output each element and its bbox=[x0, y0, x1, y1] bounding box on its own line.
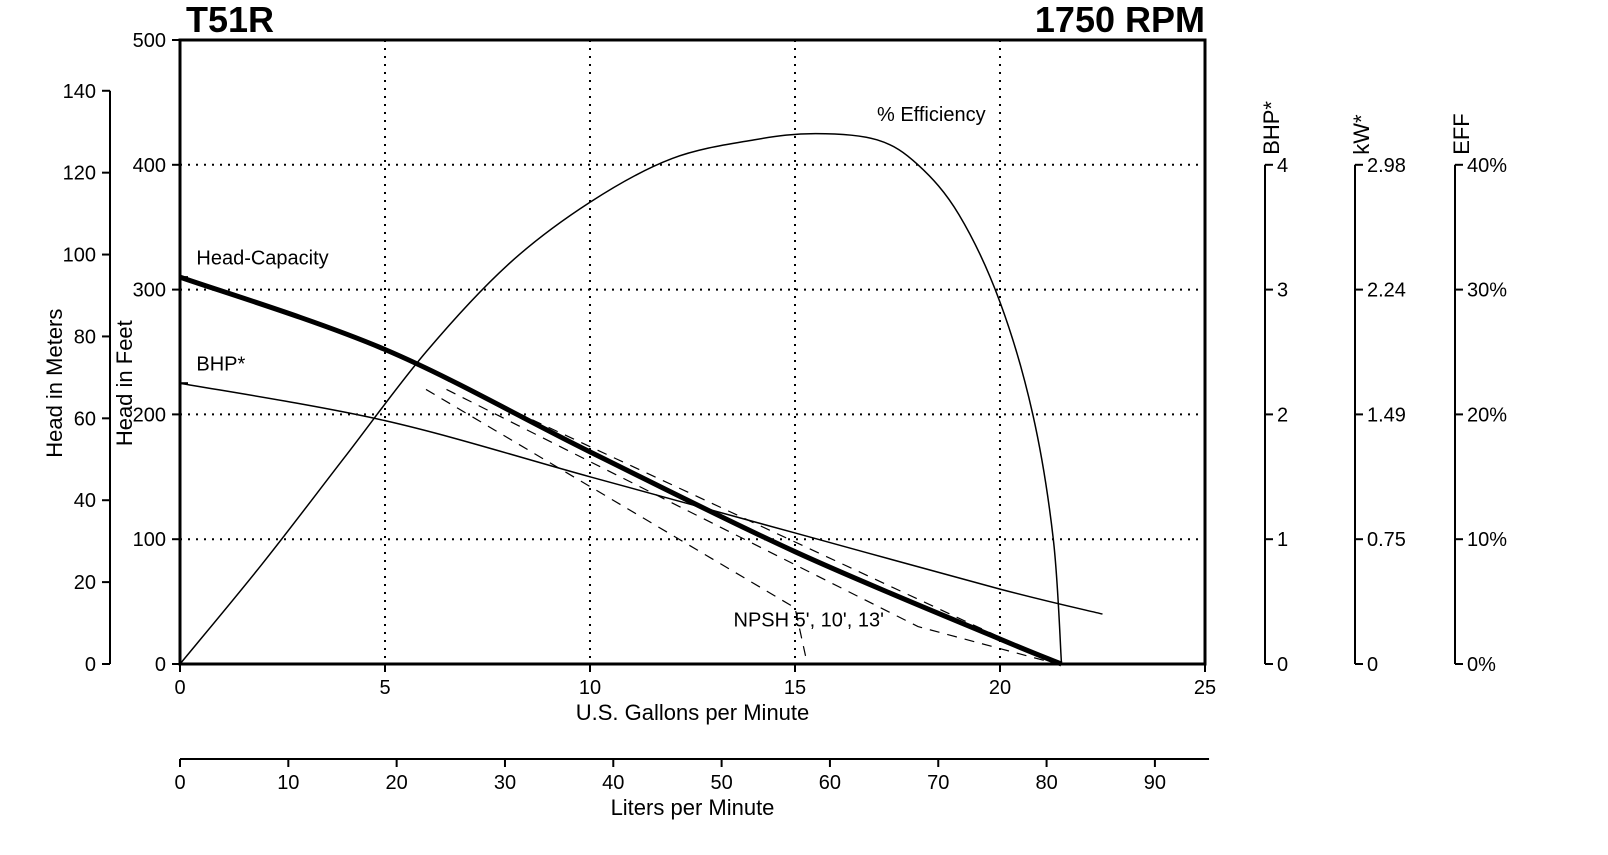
x2-tick-label: 70 bbox=[927, 772, 949, 794]
x2-tick-label: 30 bbox=[494, 772, 516, 794]
x2-tick-label: 40 bbox=[602, 772, 624, 794]
right-axis-tick-label: 3 bbox=[1277, 280, 1288, 302]
right-axis-title: kW* bbox=[1349, 114, 1374, 155]
right-axis-tick-label: 4 bbox=[1277, 155, 1288, 177]
right-axis-tick-label: 30% bbox=[1467, 280, 1507, 302]
y-m-label: 140 bbox=[63, 81, 96, 103]
y-m-label: 40 bbox=[74, 490, 96, 512]
x-tick-label: 0 bbox=[174, 677, 185, 699]
y-m-title: Head in Meters bbox=[42, 309, 67, 458]
y-m-label: 120 bbox=[63, 163, 96, 185]
y-ft-label: 200 bbox=[133, 404, 166, 426]
y-ft-title: Head in Feet bbox=[112, 320, 137, 446]
x2-tick-label: 60 bbox=[819, 772, 841, 794]
y-ft-label: 300 bbox=[133, 280, 166, 302]
label-npsh: NPSH 5', 10', 13' bbox=[734, 610, 884, 632]
right-axis-tick-label: 0% bbox=[1467, 654, 1496, 676]
x2-tick-label: 10 bbox=[277, 772, 299, 794]
chart-title-left: T51R bbox=[186, 0, 274, 40]
x2-tick-label: 80 bbox=[1035, 772, 1057, 794]
y-m-label: 60 bbox=[74, 408, 96, 430]
right-axis-tick-label: 0 bbox=[1277, 654, 1288, 676]
right-axis-tick-label: 0 bbox=[1367, 654, 1378, 676]
y-m-label: 20 bbox=[74, 572, 96, 594]
x-axis-title-gpm: U.S. Gallons per Minute bbox=[576, 700, 810, 725]
right-axis-tick-label: 40% bbox=[1467, 155, 1507, 177]
right-axis-tick-label: 2 bbox=[1277, 404, 1288, 426]
right-axis-tick-label: 2.98 bbox=[1367, 155, 1406, 177]
right-axis-tick-label: 2.24 bbox=[1367, 280, 1406, 302]
y-m-label: 80 bbox=[74, 326, 96, 348]
y-ft-label: 0 bbox=[155, 654, 166, 676]
y-ft-label: 400 bbox=[133, 155, 166, 177]
right-axis-tick-label: 10% bbox=[1467, 529, 1507, 551]
right-axis-title: EFF bbox=[1449, 113, 1474, 155]
x2-tick-label: 50 bbox=[710, 772, 732, 794]
label-efficiency: % Efficiency bbox=[877, 104, 986, 126]
label-head-capacity: Head-Capacity bbox=[196, 248, 328, 270]
x-axis-title-lpm: Liters per Minute bbox=[611, 795, 775, 820]
pump-curve-chart: T51R1750 RPM0510152025U.S. Gallons per M… bbox=[0, 0, 1608, 855]
x-tick-label: 10 bbox=[579, 677, 601, 699]
right-axis-tick-label: 20% bbox=[1467, 404, 1507, 426]
right-axis-tick-label: 0.75 bbox=[1367, 529, 1406, 551]
right-axis-tick-label: 1 bbox=[1277, 529, 1288, 551]
x-tick-label: 20 bbox=[989, 677, 1011, 699]
y-ft-label: 100 bbox=[133, 529, 166, 551]
right-axis-tick-label: 1.49 bbox=[1367, 404, 1406, 426]
x-tick-label: 15 bbox=[784, 677, 806, 699]
x2-tick-label: 0 bbox=[174, 772, 185, 794]
right-axis-title: BHP* bbox=[1259, 101, 1284, 155]
y-m-label: 0 bbox=[85, 654, 96, 676]
x-tick-label: 25 bbox=[1194, 677, 1216, 699]
x2-tick-label: 20 bbox=[386, 772, 408, 794]
plot-area bbox=[180, 40, 1205, 664]
x2-tick-label: 90 bbox=[1144, 772, 1166, 794]
chart-svg: T51R1750 RPM0510152025U.S. Gallons per M… bbox=[0, 0, 1608, 855]
label-bhp: BHP* bbox=[196, 354, 245, 376]
y-ft-label: 500 bbox=[133, 30, 166, 52]
y-m-label: 100 bbox=[63, 245, 96, 267]
chart-title-right: 1750 RPM bbox=[1035, 0, 1205, 40]
x-tick-label: 5 bbox=[379, 677, 390, 699]
